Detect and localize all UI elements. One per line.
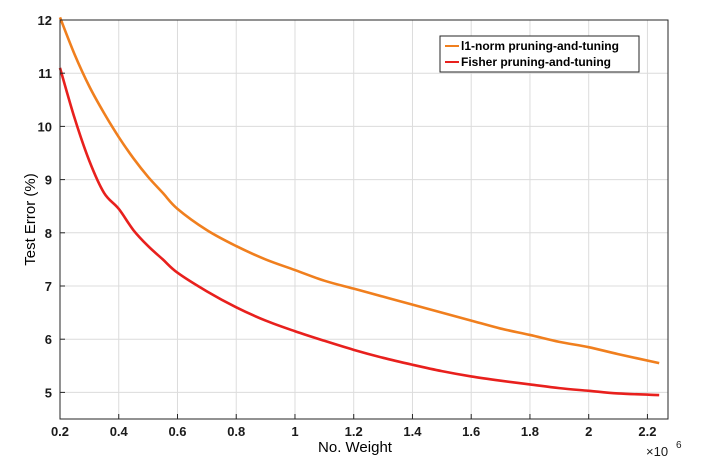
plot-area <box>60 20 668 419</box>
y-tick-label: 10 <box>38 119 52 134</box>
x-tick-label: 1.6 <box>462 424 480 439</box>
legend: l1-norm pruning-and-tuning Fisher pruning… <box>439 35 640 73</box>
x-multiplier-exponent: 6 <box>676 440 682 451</box>
y-axis-label: Test Error (%) <box>22 173 39 266</box>
x-tick-label: 0.4 <box>110 424 129 439</box>
y-tick-label: 12 <box>38 13 52 28</box>
plot-frame <box>59 19 669 420</box>
y-tick-label: 8 <box>45 226 52 241</box>
x-tick-label: 1.8 <box>521 424 539 439</box>
legend-box <box>439 35 640 73</box>
y-tick-label: 9 <box>45 173 52 188</box>
y-tick-label: 6 <box>45 332 52 347</box>
x-tick-label: 2 <box>585 424 592 439</box>
y-tick-label: 5 <box>45 385 52 400</box>
y-tick-label: 7 <box>45 279 52 294</box>
series-line-1 <box>58 16 660 365</box>
x-tick-label: 0.8 <box>227 424 245 439</box>
y-tick-label: 11 <box>38 66 52 81</box>
grid <box>59 19 668 419</box>
legend-label-2: Fisher pruning-and-tuning <box>461 55 611 69</box>
x-tick-label: 0.6 <box>168 424 186 439</box>
x-multiplier-label: ×10 <box>646 444 668 459</box>
series-layer <box>58 16 660 397</box>
series-line-2 <box>58 67 660 397</box>
x-tick-label: 1 <box>291 424 298 439</box>
x-tick-label: 2.2 <box>638 424 656 439</box>
x-tick-label: 1.2 <box>345 424 363 439</box>
x-tick-label: 1.4 <box>403 424 422 439</box>
x-axis-label: No. Weight <box>318 439 393 456</box>
legend-label-1: l1-norm pruning-and-tuning <box>461 39 619 53</box>
x-tick-label: 0.2 <box>51 424 69 439</box>
tick-labels: 0.2 0.4 0.6 0.8 1 1.2 1.4 1.6 1.8 2 2.2 5 6 7 8 9 10 11 12 <box>38 13 657 439</box>
